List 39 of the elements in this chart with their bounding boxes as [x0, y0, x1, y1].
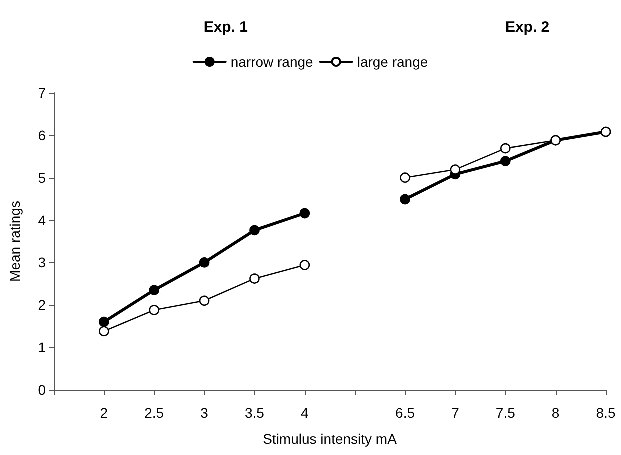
x-axis-title: Stimulus intensity mA [263, 431, 398, 447]
x-tick-label: 7.5 [496, 405, 516, 421]
point [400, 172, 410, 184]
text: Exp. 1 [204, 19, 248, 36]
point [250, 225, 260, 236]
point [149, 285, 160, 296]
y-tick-label: 2 [38, 297, 46, 314]
x-tick-label: 4 [301, 405, 310, 421]
legend-label: narrow range [230, 54, 314, 70]
x-tick-label: 8 [552, 405, 560, 421]
y-tick-label: 1 [38, 340, 46, 356]
y-tick-label: 7 [38, 85, 46, 101]
y-tick-label: 0 [38, 382, 46, 398]
y-tick-label: 5 [38, 170, 46, 186]
point [99, 326, 110, 337]
y-tick-label: 3 [38, 254, 46, 271]
point [500, 156, 511, 166]
y-axis-title: Mean ratings [7, 201, 23, 282]
x-tick-label: 3.5 [244, 405, 265, 421]
point [199, 258, 210, 268]
point [300, 208, 310, 219]
x-tick-label: 2 [100, 405, 108, 421]
point [99, 316, 110, 328]
point [500, 143, 511, 154]
legend-label: large range [357, 54, 428, 70]
point [149, 305, 160, 316]
y-tick-label: 6 [38, 127, 46, 144]
x-tick-label: 6.5 [396, 405, 416, 421]
point [250, 274, 260, 284]
x-tick-label: 2.5 [144, 405, 164, 421]
y-tick-label: 4 [38, 212, 46, 228]
point [400, 194, 410, 205]
point [450, 164, 461, 175]
x-tick-label: 8.5 [596, 405, 616, 421]
x-tick-label: 7 [452, 405, 460, 421]
text: Exp. 2 [505, 19, 550, 36]
x-tick-label: 3 [200, 405, 209, 421]
point [199, 296, 210, 306]
point [300, 260, 310, 270]
